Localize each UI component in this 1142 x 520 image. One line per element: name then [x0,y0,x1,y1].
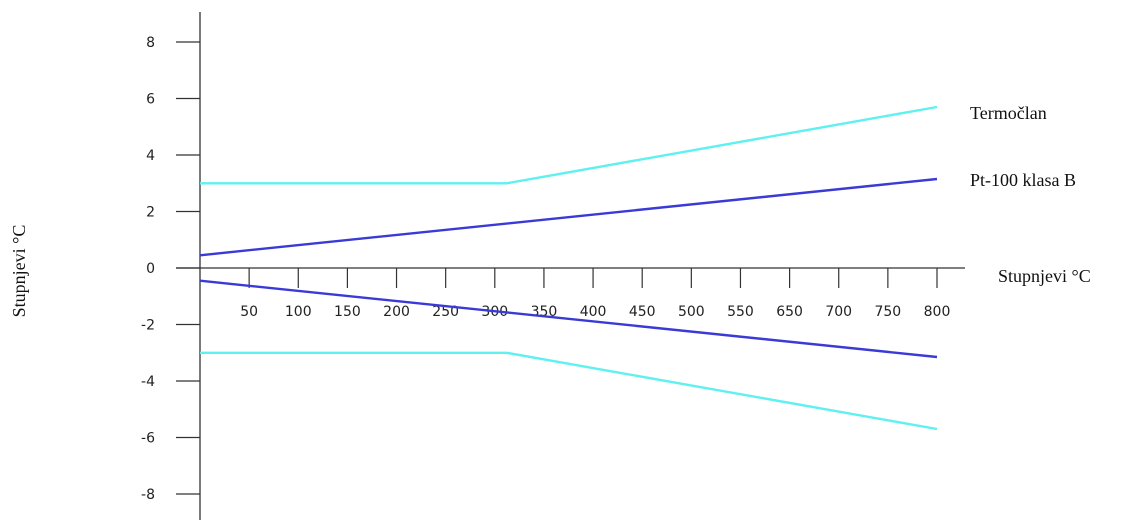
x-tick-label: 650 [776,304,803,320]
series-line-3 [200,351,938,431]
series-layer [199,105,938,431]
series-line-1 [199,177,938,257]
y-tick-label: 8 [146,35,155,51]
x-tick-label: 550 [727,304,754,320]
x-tick-label: 400 [580,304,607,320]
x-tick-label: 200 [383,304,410,320]
x-tick-label: 100 [285,304,312,320]
x-tick-label: 750 [874,304,901,320]
x-tick-label: 150 [334,304,361,320]
series-label-termoclan: Termočlan [970,103,1047,123]
x-tick-label: 50 [240,304,258,320]
x-tick-label: 450 [629,304,656,320]
x-tick-label: 700 [825,304,852,320]
labels: Termočlan Pt-100 klasa B Stupnjevi °C St… [9,103,1091,317]
x-tick-label: 800 [924,304,951,320]
y-tick-label: -2 [141,318,155,334]
series-line-0 [200,105,938,185]
y-tick-label: 0 [146,261,155,277]
y-tick-label: 2 [146,205,155,221]
series-line-2 [199,279,938,359]
y-tick-label: 6 [146,92,155,108]
y-axis-label: Stupnjevi °C [9,225,29,318]
y-tick-label: -6 [141,431,155,447]
x-tick-label: 500 [678,304,705,320]
y-tick-label: -4 [141,374,155,390]
y-tick-label: -8 [141,487,155,503]
series-label-pt100: Pt-100 klasa B [970,170,1076,190]
x-axis-label: Stupnjevi °C [998,266,1091,286]
y-tick-label: 4 [146,148,155,164]
